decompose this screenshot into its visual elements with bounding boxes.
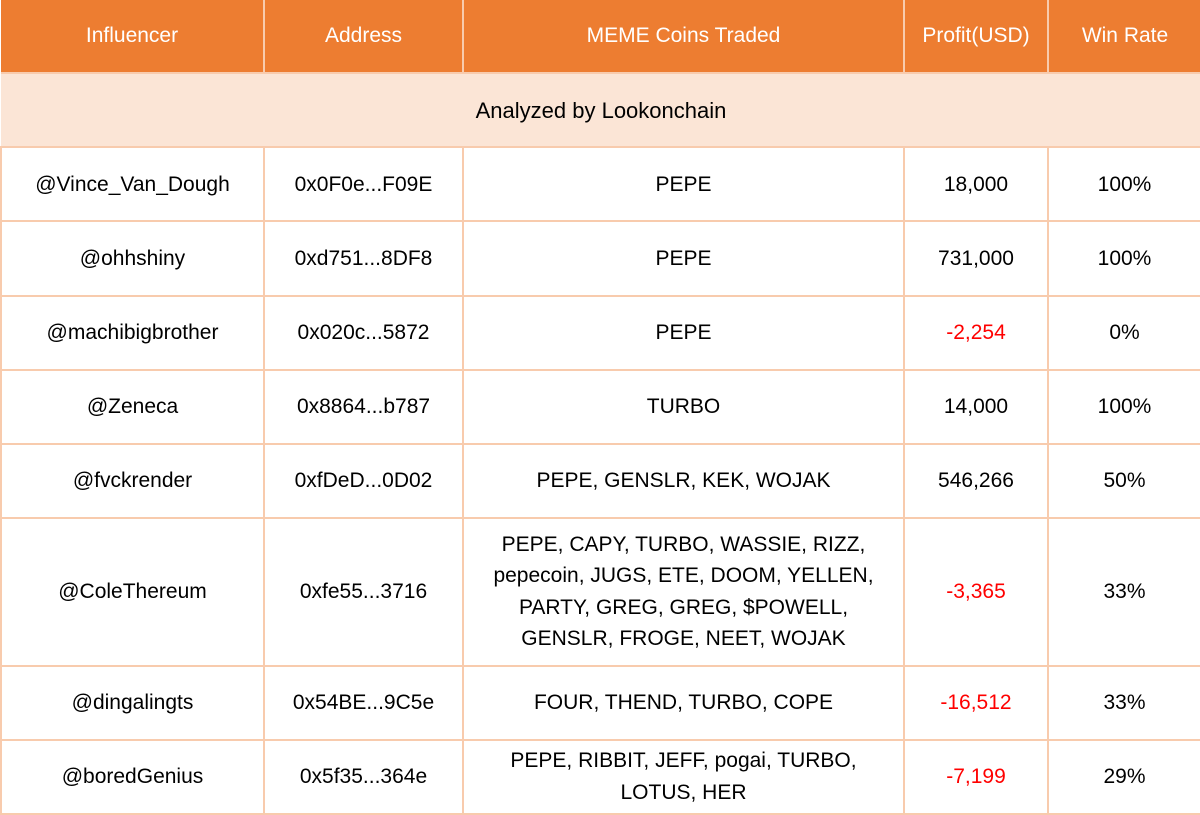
table-row: @fvckrender 0xfDeD...0D02 PEPE, GENSLR, …: [0, 442, 1200, 520]
winrate-cell: 0%: [1047, 294, 1200, 371]
winrate-cell: 100%: [1047, 220, 1200, 297]
table-row: @ColeThereum 0xfe55...3716 PEPE, CAPY, T…: [0, 517, 1200, 667]
table-row: @Zeneca 0x8864...b787 TURBO 14,000 100%: [0, 368, 1200, 445]
column-header-meme-coins-traded: MEME Coins Traded: [462, 0, 905, 74]
winrate-cell: 33%: [1047, 517, 1200, 667]
winrate-cell: 33%: [1047, 664, 1200, 741]
influencer-cell: @ColeThereum: [0, 517, 265, 667]
profit-cell: 546,266: [903, 442, 1049, 520]
coins-cell: PEPE, CAPY, TURBO, WASSIE, RIZZ, pepecoi…: [462, 517, 905, 667]
table-header: Influencer Address MEME Coins Traded Pro…: [1, 0, 1200, 74]
profit-cell: -3,365: [903, 517, 1049, 667]
winrate-cell: 29%: [1047, 738, 1200, 815]
coins-cell: PEPE: [462, 220, 905, 297]
coins-cell: PEPE, RIBBIT, JEFF, pogai, TURBO, LOTUS,…: [462, 738, 905, 815]
profit-cell: -16,512: [903, 664, 1049, 741]
influencer-cell: @ohhshiny: [0, 220, 265, 297]
coins-cell: PEPE: [462, 294, 905, 371]
table-row: @dingalingts 0x54BE...9C5e FOUR, THEND, …: [0, 664, 1200, 741]
header-row: Influencer Address MEME Coins Traded Pro…: [1, 0, 1200, 74]
influencer-cell: @machibigbrother: [0, 294, 265, 371]
coins-cell: PEPE, GENSLR, KEK, WOJAK: [462, 442, 905, 520]
profit-cell: -2,254: [903, 294, 1049, 371]
address-cell: 0x5f35...364e: [263, 738, 464, 815]
address-cell: 0x54BE...9C5e: [263, 664, 464, 741]
column-header-address: Address: [263, 0, 464, 74]
table-row: @Vince_Van_Dough 0x0F0e...F09E PEPE 18,0…: [0, 146, 1200, 223]
coins-cell: TURBO: [462, 368, 905, 445]
influencer-cell: @fvckrender: [0, 442, 265, 520]
influencer-cell: @Zeneca: [0, 368, 265, 445]
analyzed-by-banner: Analyzed by Lookonchain: [1, 71, 1200, 149]
coins-cell: PEPE: [462, 146, 905, 223]
address-cell: 0x0F0e...F09E: [263, 146, 464, 223]
profit-cell: 731,000: [903, 220, 1049, 297]
profit-cell: -7,199: [903, 738, 1049, 815]
table-row: @boredGenius 0x5f35...364e PEPE, RIBBIT,…: [0, 738, 1200, 815]
profit-cell: 14,000: [903, 368, 1049, 445]
column-header-influencer: Influencer: [1, 0, 265, 74]
winrate-cell: 50%: [1047, 442, 1200, 520]
address-cell: 0xfDeD...0D02: [263, 442, 464, 520]
winrate-cell: 100%: [1047, 368, 1200, 445]
table-body: Analyzed by Lookonchain @Vince_Van_Dough…: [0, 71, 1200, 815]
influencer-cell: @boredGenius: [0, 738, 265, 815]
influencer-cell: @Vince_Van_Dough: [0, 146, 265, 223]
column-header-win-rate: Win Rate: [1047, 0, 1200, 74]
coins-cell: FOUR, THEND, TURBO, COPE: [462, 664, 905, 741]
address-cell: 0xd751...8DF8: [263, 220, 464, 297]
column-header-profit-usd: Profit(USD): [903, 0, 1049, 74]
banner-row: Analyzed by Lookonchain: [1, 71, 1200, 149]
influencer-cell: @dingalingts: [0, 664, 265, 741]
address-cell: 0xfe55...3716: [263, 517, 464, 667]
winrate-cell: 100%: [1047, 146, 1200, 223]
address-cell: 0x020c...5872: [263, 294, 464, 371]
profit-cell: 18,000: [903, 146, 1049, 223]
table-row: @ohhshiny 0xd751...8DF8 PEPE 731,000 100…: [0, 220, 1200, 297]
table-row: @machibigbrother 0x020c...5872 PEPE -2,2…: [0, 294, 1200, 371]
address-cell: 0x8864...b787: [263, 368, 464, 445]
